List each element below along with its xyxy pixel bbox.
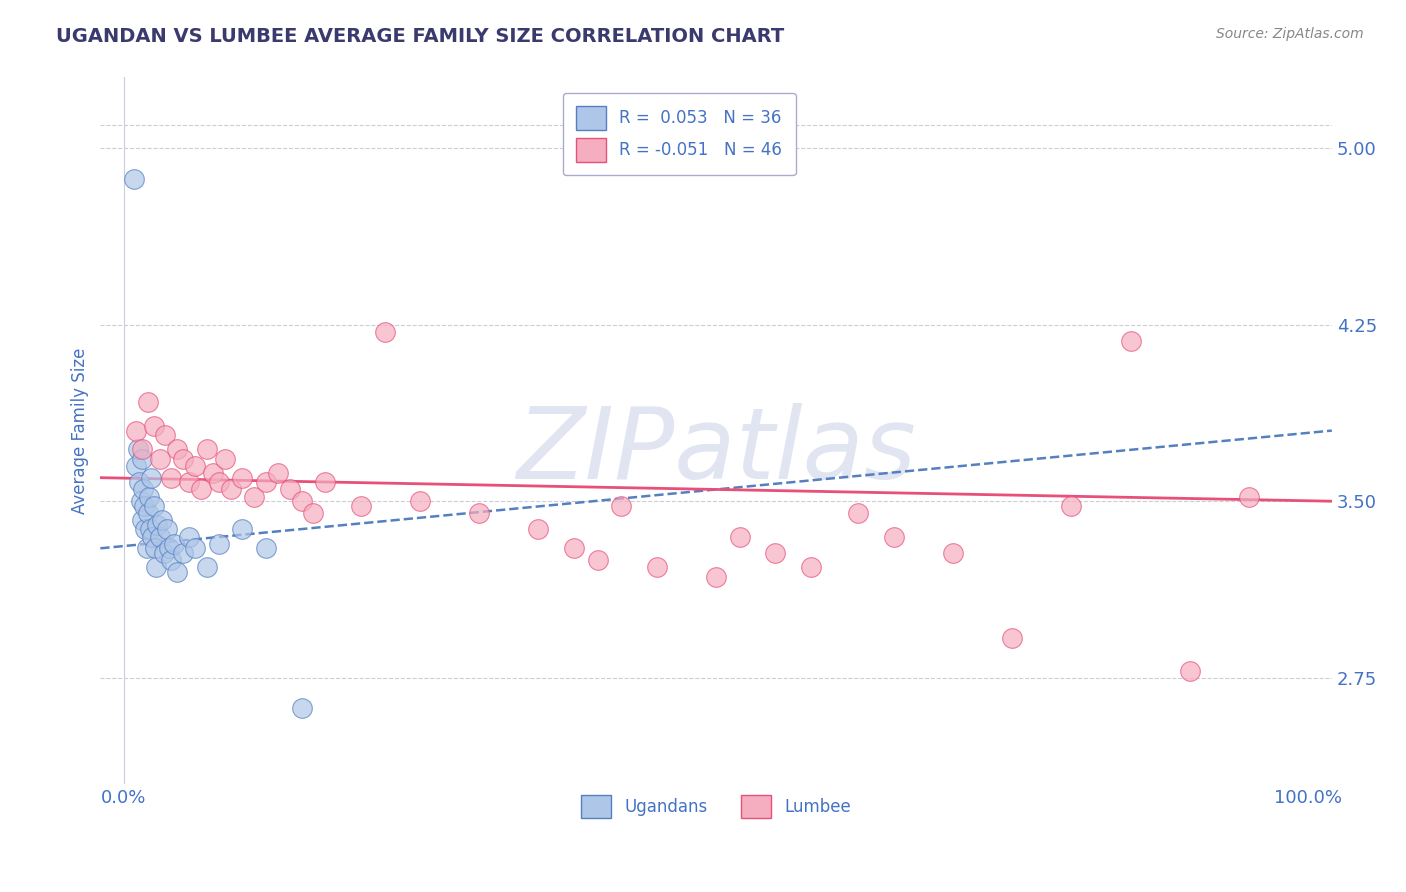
- Point: [1178, 664, 1201, 678]
- Point: [1060, 499, 1083, 513]
- Point: [219, 483, 242, 497]
- Point: [728, 529, 751, 543]
- Point: [610, 499, 633, 513]
- Point: [184, 541, 207, 556]
- Point: [156, 523, 179, 537]
- Text: ZIPatlas: ZIPatlas: [516, 403, 917, 500]
- Point: [291, 494, 314, 508]
- Point: [302, 506, 325, 520]
- Point: [136, 506, 159, 520]
- Point: [231, 471, 253, 485]
- Point: [179, 529, 201, 543]
- Point: [201, 466, 224, 480]
- Point: [131, 442, 153, 457]
- Point: [139, 523, 162, 537]
- Point: [146, 517, 169, 532]
- Point: [254, 475, 277, 490]
- Point: [125, 458, 148, 473]
- Point: [157, 541, 180, 556]
- Point: [145, 560, 167, 574]
- Point: [1237, 490, 1260, 504]
- Point: [562, 541, 585, 556]
- Point: [166, 442, 188, 457]
- Point: [645, 560, 668, 574]
- Point: [172, 546, 194, 560]
- Point: [179, 475, 201, 490]
- Point: [136, 395, 159, 409]
- Point: [800, 560, 823, 574]
- Point: [172, 451, 194, 466]
- Point: [350, 499, 373, 513]
- Point: [150, 513, 173, 527]
- Point: [243, 490, 266, 504]
- Text: Source: ZipAtlas.com: Source: ZipAtlas.com: [1216, 27, 1364, 41]
- Point: [208, 475, 231, 490]
- Point: [148, 529, 170, 543]
- Point: [195, 442, 218, 457]
- Point: [942, 546, 965, 560]
- Point: [134, 499, 156, 513]
- Point: [131, 451, 153, 466]
- Point: [128, 475, 150, 490]
- Point: [125, 424, 148, 438]
- Point: [141, 471, 163, 485]
- Point: [141, 529, 163, 543]
- Point: [373, 325, 395, 339]
- Point: [846, 506, 869, 520]
- Point: [208, 536, 231, 550]
- Point: [527, 523, 550, 537]
- Point: [214, 451, 236, 466]
- Point: [314, 475, 336, 490]
- Point: [134, 523, 156, 537]
- Point: [142, 499, 165, 513]
- Point: [122, 171, 145, 186]
- Point: [1001, 631, 1024, 645]
- Point: [291, 701, 314, 715]
- Point: [153, 546, 176, 560]
- Point: [267, 466, 290, 480]
- Point: [195, 560, 218, 574]
- Point: [142, 418, 165, 433]
- Point: [254, 541, 277, 556]
- Point: [160, 471, 183, 485]
- Point: [143, 541, 166, 556]
- Point: [883, 529, 905, 543]
- Point: [160, 553, 183, 567]
- Point: [468, 506, 491, 520]
- Point: [132, 483, 155, 497]
- Y-axis label: Average Family Size: Average Family Size: [72, 347, 89, 514]
- Point: [763, 546, 786, 560]
- Point: [155, 428, 177, 442]
- Point: [129, 494, 152, 508]
- Point: [278, 483, 301, 497]
- Point: [148, 451, 170, 466]
- Text: UGANDAN VS LUMBEE AVERAGE FAMILY SIZE CORRELATION CHART: UGANDAN VS LUMBEE AVERAGE FAMILY SIZE CO…: [56, 27, 785, 45]
- Point: [409, 494, 432, 508]
- Point: [138, 490, 160, 504]
- Point: [704, 569, 727, 583]
- Point: [1119, 334, 1142, 348]
- Point: [190, 483, 212, 497]
- Point: [586, 553, 609, 567]
- Point: [131, 513, 153, 527]
- Point: [231, 523, 253, 537]
- Legend: Ugandans, Lumbee: Ugandans, Lumbee: [575, 788, 858, 825]
- Point: [184, 458, 207, 473]
- Point: [127, 442, 149, 457]
- Point: [166, 565, 188, 579]
- Point: [163, 536, 186, 550]
- Point: [135, 541, 157, 556]
